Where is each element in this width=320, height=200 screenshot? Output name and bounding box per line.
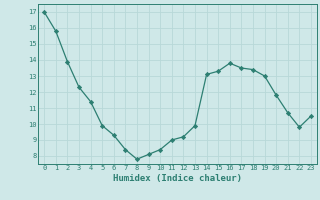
X-axis label: Humidex (Indice chaleur): Humidex (Indice chaleur): [113, 174, 242, 183]
